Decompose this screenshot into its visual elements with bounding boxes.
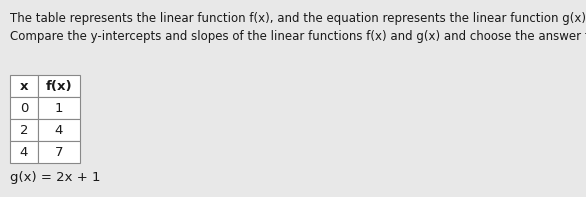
Bar [10,119,38,141]
Bar [10,75,38,97]
Text: x: x [20,80,28,93]
Bar [10,141,38,163]
Text: 4: 4 [20,146,28,159]
Text: Compare the y-intercepts and slopes of the linear functions f(x) and g(x) and ch: Compare the y-intercepts and slopes of t… [10,30,586,43]
Text: 4: 4 [55,124,63,137]
Bar [38,97,80,119]
Text: 0: 0 [20,101,28,114]
Text: 7: 7 [54,146,63,159]
Bar [10,97,38,119]
Bar [38,141,80,163]
Text: 2: 2 [20,124,28,137]
Text: 1: 1 [54,101,63,114]
Bar [38,119,80,141]
Text: f(x): f(x) [46,80,72,93]
Bar [38,75,80,97]
Text: The table represents the linear function f(x), and the equation represents the l: The table represents the linear function… [10,12,586,25]
Text: g(x) = 2x + 1: g(x) = 2x + 1 [10,171,101,184]
